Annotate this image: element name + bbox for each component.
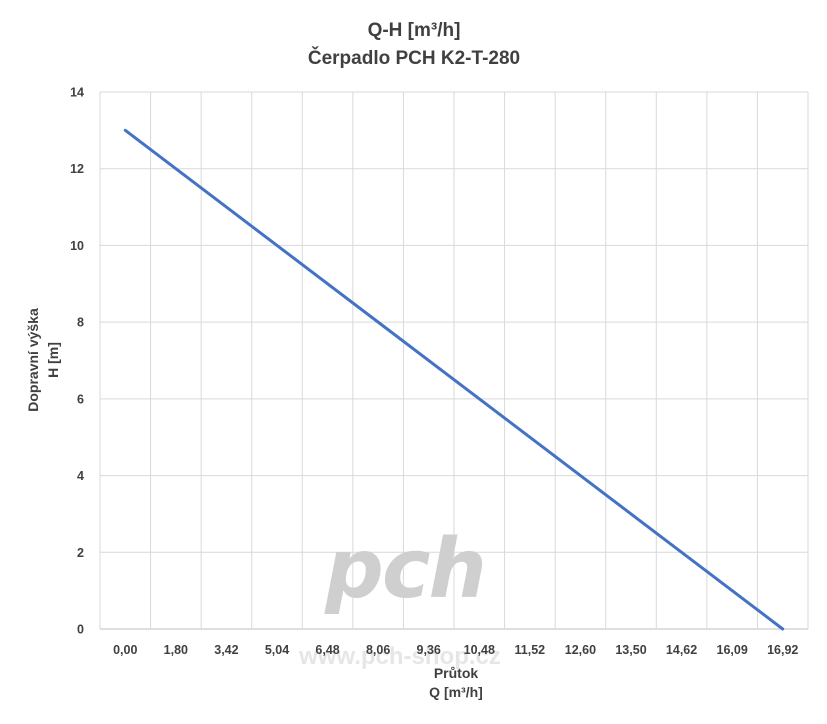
y-tick-label: 6 (77, 392, 84, 406)
x-tick-label: 16,92 (767, 643, 798, 657)
x-tick-label: 3,42 (214, 643, 238, 657)
series-layer (123, 128, 785, 631)
watermark-logo: pch (324, 522, 485, 617)
chart-subtitle: Čerpadlo PCH K2-T-280 (308, 47, 520, 69)
watermark-url: www.pch-shop.cz (298, 643, 501, 670)
x-tick-label: 10,48 (464, 643, 495, 657)
y-tick-label: 10 (70, 239, 84, 253)
y-tick-label: 8 (77, 316, 84, 330)
x-axis-ticks: 0,00 1,80 3,42 5,04 6,48 8,06 9,36 10,48 11,52 12… (113, 643, 798, 657)
x-tick-label: 0,00 (113, 643, 137, 657)
series-line (123, 128, 785, 631)
y-axis-unit: H [m] (45, 342, 61, 378)
x-tick-label: 9,36 (417, 643, 441, 657)
x-tick-label: 1,80 (164, 643, 188, 657)
watermark: pch www.pch-shop.cz (298, 522, 501, 670)
y-tick-label: 0 (77, 623, 84, 637)
x-tick-label: 16,09 (717, 643, 748, 657)
x-tick-label: 5,04 (265, 643, 289, 657)
y-axis-ticks: 0 2 4 6 8 10 12 14 (70, 86, 84, 637)
y-axis-title: Dopravní výška (25, 308, 41, 412)
x-tick-label: 6,48 (315, 643, 339, 657)
y-tick-label: 4 (77, 469, 84, 483)
y-tick-label: 14 (70, 86, 84, 100)
grid (99, 91, 809, 630)
chart-title: Q-H [m³/h] (368, 20, 461, 41)
y-tick-label: 12 (70, 162, 84, 176)
x-tick-label: 11,52 (515, 643, 546, 657)
x-tick-label: 8,06 (366, 643, 390, 657)
y-tick-label: 2 (77, 546, 84, 560)
x-tick-label: 13,50 (615, 643, 646, 657)
x-tick-label: 12,60 (565, 643, 596, 657)
x-axis-unit: Q [m³/h] (429, 684, 483, 700)
x-axis-title: Průtok (434, 665, 479, 681)
x-tick-label: 14,62 (666, 643, 697, 657)
